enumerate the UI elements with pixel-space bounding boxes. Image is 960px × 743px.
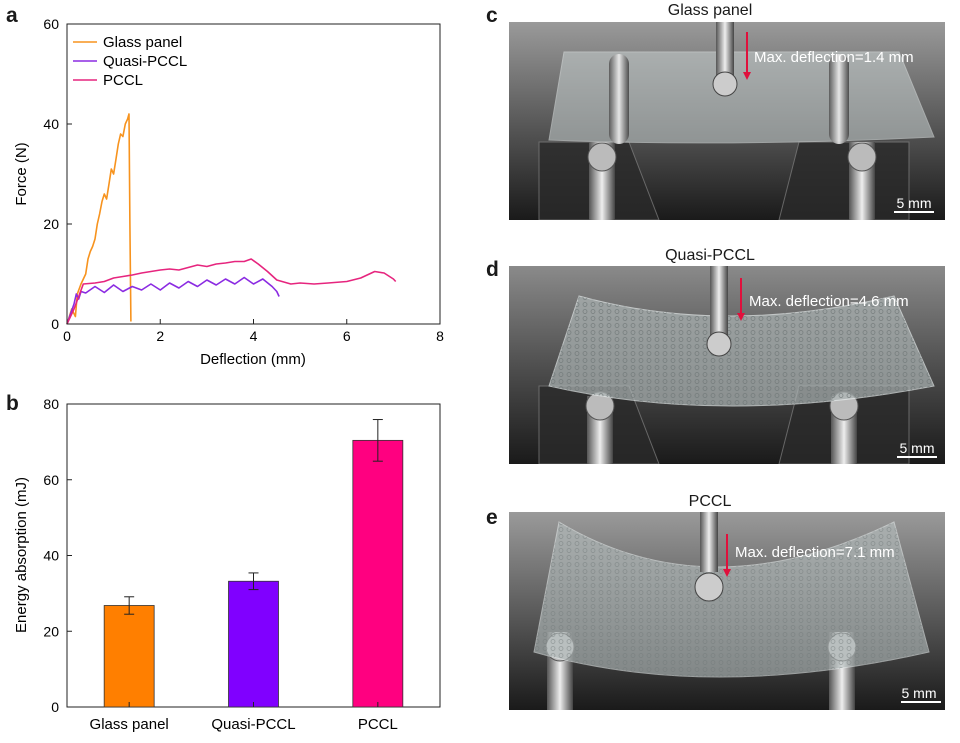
scale-bar-label: 5 mm <box>900 440 935 456</box>
photo-quasi-pccl: Max. deflection=4.6 mm 5 mm <box>509 266 945 464</box>
x-tick-label: Quasi-PCCL <box>211 716 295 733</box>
series-line-quasi-pccl <box>66 276 280 325</box>
deflection-annotation: Max. deflection=1.4 mm <box>754 49 914 66</box>
force-deflection-chart: 0 2 4 6 8 0 20 40 60 Deflection (mm) Force (N) G… <box>13 16 444 368</box>
y-tick-label: 60 <box>43 16 59 32</box>
indenter-ball-icon <box>712 71 738 97</box>
y-tick-label: 60 <box>43 472 59 488</box>
x-tick-label: 0 <box>63 328 71 344</box>
bar-pccl <box>352 439 404 708</box>
bolt-icon <box>587 142 617 172</box>
indenter-ball-icon <box>694 572 724 602</box>
bar-quasi-pccl <box>228 580 279 708</box>
x-tick-label: 8 <box>436 328 444 344</box>
y-tick-label: 0 <box>51 699 59 715</box>
x-tick-label: 2 <box>156 328 164 344</box>
x-tick-label: 6 <box>343 328 351 344</box>
bar-glass-panel <box>103 605 155 708</box>
bolt-icon <box>847 142 877 172</box>
legend-label: PCCL <box>103 72 143 89</box>
y-tick-label: 0 <box>51 316 59 332</box>
photo-title-d: Quasi-PCCL <box>665 247 755 264</box>
legend-label: Quasi-PCCL <box>103 53 187 70</box>
panel-label-e: e <box>486 506 498 529</box>
legend-label: Glass panel <box>103 34 182 51</box>
panel-label-a: a <box>6 4 18 27</box>
y-tick-label: 20 <box>43 623 59 639</box>
tick-group: 0 2 4 6 8 0 20 40 60 <box>43 16 444 344</box>
y-axis-label: Energy absorption (mJ) <box>13 477 30 633</box>
y-tick-label: 40 <box>43 116 59 132</box>
photo-pccl: Max. deflection=7.1 mm 5 mm <box>509 512 945 710</box>
panel-label-d: d <box>486 258 499 281</box>
y-axis-label: Force (N) <box>13 142 30 205</box>
x-tick-label: Glass panel <box>90 716 169 733</box>
panel-label-c: c <box>486 4 498 27</box>
photo-glass-panel: Max. deflection=1.4 mm 5 mm <box>509 22 945 220</box>
photo-title-c: Glass panel <box>667 2 753 19</box>
bar-group <box>103 419 404 708</box>
y-tick-label: 20 <box>43 216 59 232</box>
deflection-annotation: Max. deflection=7.1 mm <box>735 544 895 561</box>
scale-bar-label: 5 mm <box>897 195 932 211</box>
y-tick-label: 80 <box>43 396 59 412</box>
deflection-annotation: Max. deflection=4.6 mm <box>749 293 909 310</box>
series-line-glass-panel <box>66 113 132 325</box>
series-group <box>66 113 397 325</box>
energy-absorption-chart: 0 20 40 60 80 Glass panel Quasi-PCCL PCCL Energ… <box>13 396 441 733</box>
photo-title-e: PCCL <box>688 493 732 510</box>
x-tick-label: PCCL <box>358 716 398 733</box>
series-line-pccl <box>66 258 397 325</box>
x-tick-label: 4 <box>250 328 258 344</box>
indenter-ball-icon <box>706 331 732 357</box>
tick-group: 0 20 40 60 80 Glass panel Quasi-PCCL PCCL <box>43 396 397 733</box>
y-tick-label: 40 <box>43 548 59 564</box>
panel-label-b: b <box>6 392 19 415</box>
scale-bar-label: 5 mm <box>902 685 937 701</box>
x-axis-label: Deflection (mm) <box>200 351 306 368</box>
legend: Glass panel Quasi-PCCL PCCL <box>73 34 187 89</box>
